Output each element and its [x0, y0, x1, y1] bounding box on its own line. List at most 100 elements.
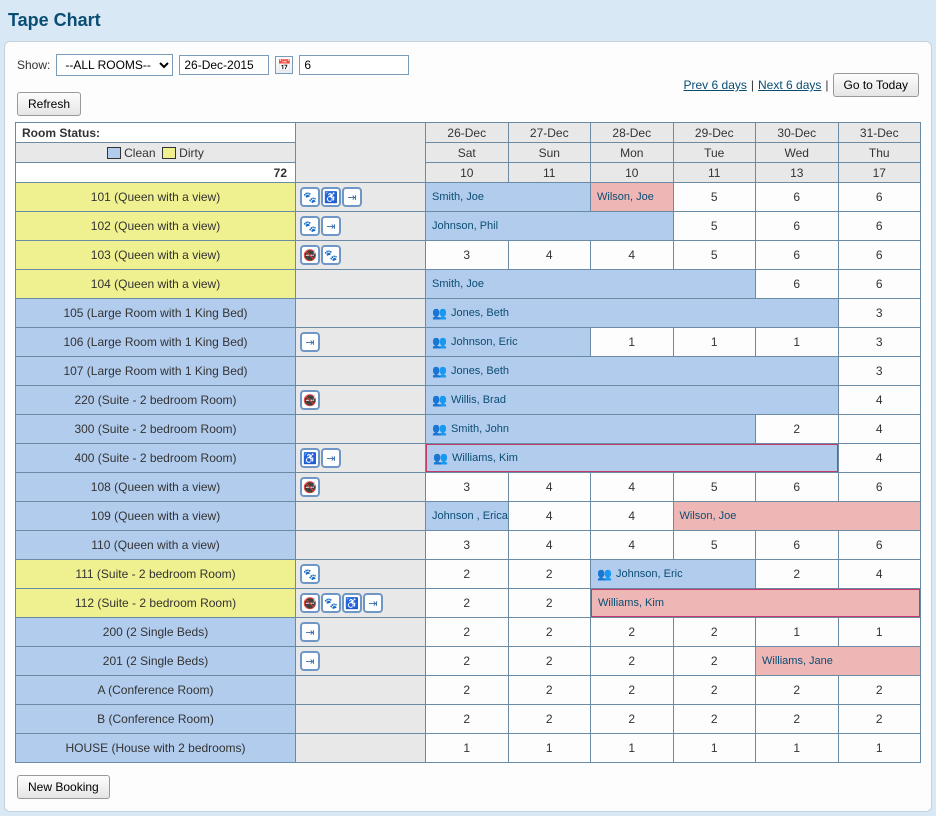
booking-cell[interactable]: 👥Johnson, Eric: [591, 560, 756, 589]
booking-cell[interactable]: Smith, Joe: [426, 270, 756, 299]
availability-cell[interactable]: 4: [591, 241, 674, 270]
availability-cell[interactable]: 4: [591, 531, 674, 560]
room-label[interactable]: 201 (2 Single Beds): [16, 647, 296, 676]
booking-cell[interactable]: Williams, Jane: [756, 647, 921, 676]
availability-cell[interactable]: 1: [838, 734, 921, 763]
room-label[interactable]: 106 (Large Room with 1 King Bed): [16, 328, 296, 357]
availability-cell[interactable]: 4: [591, 502, 674, 531]
availability-cell[interactable]: 1: [838, 618, 921, 647]
booking-cell[interactable]: Johnson , Erica: [426, 502, 509, 531]
next-days-link[interactable]: Next 6 days: [758, 78, 821, 92]
go-today-button[interactable]: Go to Today: [833, 73, 920, 97]
availability-cell[interactable]: 2: [673, 676, 756, 705]
room-label[interactable]: 111 (Suite - 2 bedroom Room): [16, 560, 296, 589]
availability-cell[interactable]: 2: [591, 705, 674, 734]
room-label[interactable]: 108 (Queen with a view): [16, 473, 296, 502]
availability-cell[interactable]: 3: [838, 328, 921, 357]
booking-cell[interactable]: 👥Willis, Brad: [426, 386, 839, 415]
prev-days-link[interactable]: Prev 6 days: [684, 78, 747, 92]
room-label[interactable]: 101 (Queen with a view): [16, 183, 296, 212]
availability-cell[interactable]: 2: [673, 618, 756, 647]
availability-cell[interactable]: 2: [508, 560, 591, 589]
booking-cell[interactable]: 👥Jones, Beth: [426, 357, 839, 386]
availability-cell[interactable]: 5: [673, 531, 756, 560]
date-input[interactable]: [179, 55, 269, 75]
availability-cell[interactable]: 3: [426, 531, 509, 560]
room-label[interactable]: 200 (2 Single Beds): [16, 618, 296, 647]
availability-cell[interactable]: 6: [756, 183, 839, 212]
availability-cell[interactable]: 2: [508, 589, 591, 618]
booking-cell[interactable]: Williams, Kim: [591, 589, 921, 618]
availability-cell[interactable]: 5: [673, 183, 756, 212]
booking-cell[interactable]: 👥Johnson, Eric: [426, 328, 591, 357]
room-label[interactable]: 103 (Queen with a view): [16, 241, 296, 270]
room-label[interactable]: A (Conference Room): [16, 676, 296, 705]
room-label[interactable]: 102 (Queen with a view): [16, 212, 296, 241]
availability-cell[interactable]: 6: [756, 212, 839, 241]
availability-cell[interactable]: 6: [756, 531, 839, 560]
availability-cell[interactable]: 4: [591, 473, 674, 502]
availability-cell[interactable]: 1: [756, 734, 839, 763]
availability-cell[interactable]: 2: [756, 705, 839, 734]
availability-cell[interactable]: 2: [426, 560, 509, 589]
availability-cell[interactable]: 4: [838, 386, 921, 415]
room-label[interactable]: 105 (Large Room with 1 King Bed): [16, 299, 296, 328]
availability-cell[interactable]: 1: [591, 328, 674, 357]
availability-cell[interactable]: 3: [838, 299, 921, 328]
room-label[interactable]: 110 (Queen with a view): [16, 531, 296, 560]
booking-cell[interactable]: Johnson, Phil: [426, 212, 674, 241]
availability-cell[interactable]: 2: [426, 589, 509, 618]
availability-cell[interactable]: 2: [508, 705, 591, 734]
availability-cell[interactable]: 6: [838, 473, 921, 502]
availability-cell[interactable]: 5: [673, 473, 756, 502]
room-label[interactable]: HOUSE (House with 2 bedrooms): [16, 734, 296, 763]
availability-cell[interactable]: 1: [756, 328, 839, 357]
room-label[interactable]: B (Conference Room): [16, 705, 296, 734]
availability-cell[interactable]: 6: [756, 270, 839, 299]
availability-cell[interactable]: 2: [426, 618, 509, 647]
room-label[interactable]: 300 (Suite - 2 bedroom Room): [16, 415, 296, 444]
availability-cell[interactable]: 6: [838, 531, 921, 560]
room-label[interactable]: 400 (Suite - 2 bedroom Room): [16, 444, 296, 473]
booking-cell[interactable]: Wilson, Joe: [673, 502, 921, 531]
availability-cell[interactable]: 2: [756, 415, 839, 444]
availability-cell[interactable]: 2: [673, 705, 756, 734]
availability-cell[interactable]: 3: [426, 473, 509, 502]
room-label[interactable]: 104 (Queen with a view): [16, 270, 296, 299]
availability-cell[interactable]: 2: [426, 647, 509, 676]
booking-cell[interactable]: 👥Smith, John: [426, 415, 756, 444]
days-input[interactable]: [299, 55, 409, 75]
new-booking-button[interactable]: New Booking: [17, 775, 110, 799]
availability-cell[interactable]: 2: [673, 647, 756, 676]
availability-cell[interactable]: 4: [508, 473, 591, 502]
calendar-icon[interactable]: 📅: [275, 56, 293, 74]
booking-cell[interactable]: 👥Jones, Beth: [426, 299, 839, 328]
availability-cell[interactable]: 4: [838, 560, 921, 589]
availability-cell[interactable]: 2: [591, 618, 674, 647]
availability-cell[interactable]: 4: [508, 241, 591, 270]
refresh-button[interactable]: Refresh: [17, 92, 81, 116]
availability-cell[interactable]: 4: [838, 415, 921, 444]
availability-cell[interactable]: 4: [508, 531, 591, 560]
availability-cell[interactable]: 1: [426, 734, 509, 763]
availability-cell[interactable]: 4: [838, 444, 921, 473]
availability-cell[interactable]: 2: [591, 647, 674, 676]
booking-cell[interactable]: 👥Williams, Kim: [426, 444, 839, 473]
availability-cell[interactable]: 3: [838, 357, 921, 386]
availability-cell[interactable]: 1: [756, 618, 839, 647]
availability-cell[interactable]: 2: [508, 647, 591, 676]
availability-cell[interactable]: 1: [673, 734, 756, 763]
availability-cell[interactable]: 1: [508, 734, 591, 763]
availability-cell[interactable]: 2: [591, 676, 674, 705]
booking-cell[interactable]: Smith, Joe: [426, 183, 591, 212]
availability-cell[interactable]: 2: [508, 676, 591, 705]
availability-cell[interactable]: 5: [673, 241, 756, 270]
availability-cell[interactable]: 6: [838, 241, 921, 270]
availability-cell[interactable]: 6: [756, 473, 839, 502]
room-label[interactable]: 220 (Suite - 2 bedroom Room): [16, 386, 296, 415]
availability-cell[interactable]: 2: [508, 618, 591, 647]
room-filter-select[interactable]: --ALL ROOMS--: [56, 54, 173, 76]
availability-cell[interactable]: 2: [756, 560, 839, 589]
availability-cell[interactable]: 6: [838, 270, 921, 299]
availability-cell[interactable]: 4: [508, 502, 591, 531]
